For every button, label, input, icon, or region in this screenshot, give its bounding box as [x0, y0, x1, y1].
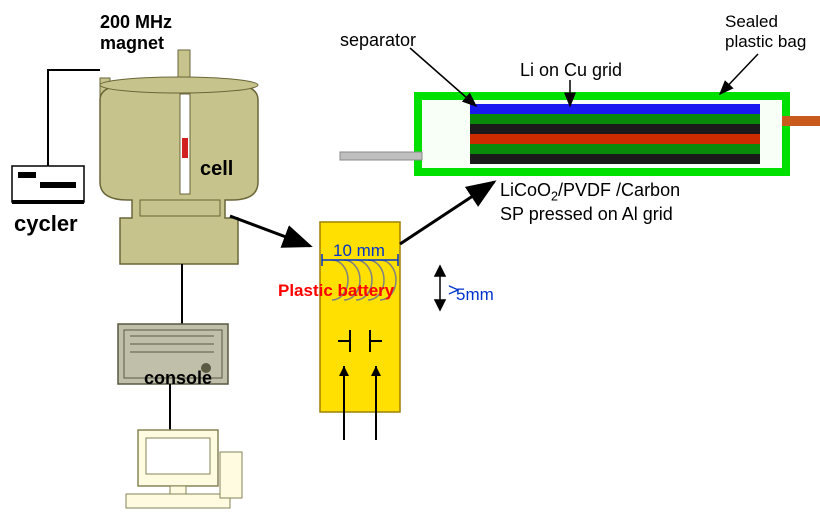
- cell-detail: [340, 96, 820, 172]
- cell-layer-0: [470, 104, 760, 114]
- sample-dot: [182, 138, 188, 158]
- dim-5mm: >: [435, 266, 459, 310]
- label-cycler: cycler: [14, 211, 78, 237]
- ptr-bag: [720, 54, 758, 94]
- label-cell: cell: [200, 158, 233, 181]
- cell-layer-1: [470, 114, 760, 124]
- arrow-magnet-battery: [230, 216, 310, 246]
- label-magnet: 200 MHzmagnet: [100, 12, 172, 54]
- diagram-canvas: > 200 MHzmagnet cycler cell console Plastic …: [0, 0, 820, 527]
- cell-layer-5: [470, 154, 760, 164]
- cell-layer-4: [470, 144, 760, 154]
- magnet: [100, 50, 258, 264]
- label-five_mm: 5mm: [456, 285, 494, 305]
- cell-layer-3: [470, 134, 760, 144]
- diagram-svg: >: [0, 0, 820, 527]
- wire-cycler-magnet: [48, 70, 100, 166]
- computer: [126, 430, 242, 508]
- label-plastic_battery: Plastic battery: [278, 281, 394, 301]
- arrow-battery-detail: [400, 182, 494, 244]
- cycler-device: [12, 166, 84, 204]
- label-console: console: [144, 368, 212, 389]
- label-cathode: LiCoO2/PVDF /CarbonSP pressed on Al grid: [500, 180, 680, 225]
- label-ten_mm: 10 mm: [333, 241, 385, 261]
- label-separator: separator: [340, 30, 416, 51]
- label-li_cu: Li on Cu grid: [520, 60, 622, 81]
- label-sealed_bag: Sealedplastic bag: [725, 12, 806, 52]
- cell-layer-2: [470, 124, 760, 134]
